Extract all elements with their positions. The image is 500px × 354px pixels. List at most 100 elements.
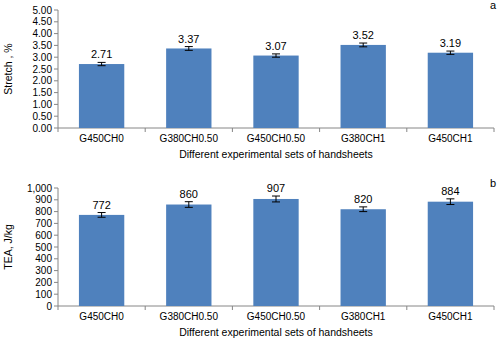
y-tick-label: 900 (35, 194, 52, 205)
y-tick-label: 400 (35, 253, 52, 264)
x-tick-label: G380CH1 (341, 311, 386, 322)
y-tick-label: 1,000 (27, 183, 52, 194)
x-tick (406, 306, 407, 310)
y-tick (54, 282, 58, 283)
error-bar (185, 202, 193, 208)
data-label: 2.71 (91, 48, 112, 60)
x-tick (319, 128, 320, 132)
bar (253, 199, 298, 306)
x-tick (494, 128, 495, 132)
error-bar (185, 47, 193, 51)
error-bar (446, 199, 454, 205)
bar (428, 202, 473, 306)
y-tick-label: 1.00 (33, 99, 53, 110)
y-tick (54, 104, 58, 105)
y-tick-label: 5.00 (33, 5, 53, 16)
x-axis-title: Different experimental sets of handsheet… (179, 326, 373, 338)
y-tick (54, 10, 58, 11)
x-tick-label: G380CH1 (341, 133, 386, 144)
panel-label: b (490, 177, 496, 189)
bar (428, 53, 473, 128)
data-label: 772 (92, 199, 110, 211)
x-tick-label: G450CH0.50 (247, 311, 306, 322)
x-tick (494, 306, 495, 310)
x-tick (406, 128, 407, 132)
y-tick (54, 211, 58, 212)
error-bar (98, 213, 106, 218)
y-tick (54, 92, 58, 93)
data-label: 860 (180, 188, 198, 200)
y-tick (54, 116, 58, 117)
x-tick (58, 128, 59, 132)
x-tick-label: G380CH0.50 (160, 311, 219, 322)
x-tick-label: G450CH1 (428, 133, 473, 144)
x-tick (145, 128, 146, 132)
y-axis-title: Stretch , % (2, 43, 14, 94)
y-tick-label: 3.00 (33, 52, 53, 63)
x-tick (319, 306, 320, 310)
data-label: 3.37 (178, 33, 199, 45)
bar (166, 205, 211, 306)
error-bar (272, 196, 280, 202)
y-tick (54, 270, 58, 271)
x-tick (58, 306, 59, 310)
y-tick (54, 69, 58, 70)
y-tick (54, 128, 58, 129)
y-tick-label: 2.00 (33, 75, 53, 86)
bar (341, 45, 386, 128)
y-tick (54, 188, 58, 189)
chart-panel: 01002003004005006007008009001,000772G450… (2, 177, 496, 338)
y-tick (54, 306, 58, 307)
panel-label: a (490, 0, 497, 11)
y-tick (54, 80, 58, 81)
chart-figure: 0.000.501.001.502.002.503.003.504.004.50… (0, 0, 500, 354)
bar (79, 64, 124, 128)
data-label: 3.52 (352, 29, 373, 41)
y-tick-label: 0.00 (33, 123, 53, 134)
y-tick-label: 0.50 (33, 111, 53, 122)
data-label: 3.19 (440, 37, 461, 49)
bar (341, 209, 386, 306)
y-tick-label: 500 (35, 242, 52, 253)
y-tick (54, 57, 58, 58)
y-tick-label: 1.50 (33, 87, 53, 98)
x-tick-label: G380CH0.50 (160, 133, 219, 144)
plot-marks (79, 43, 473, 128)
y-tick-label: 600 (35, 230, 52, 241)
y-tick-label: 0 (46, 301, 52, 312)
error-bar (446, 51, 454, 54)
y-tick-label: 3.50 (33, 40, 53, 51)
x-tick (232, 306, 233, 310)
y-tick (54, 247, 58, 248)
data-label: 907 (267, 182, 285, 194)
y-tick-label: 100 (35, 289, 52, 300)
y-tick (54, 294, 58, 295)
error-bar (359, 43, 367, 47)
y-tick (54, 258, 58, 259)
plot-marks (79, 196, 473, 306)
x-tick-label: G450CH0 (79, 133, 124, 144)
chart-panel: 0.000.501.001.502.002.503.003.504.004.50… (2, 0, 497, 160)
x-axis-title: Different experimental sets of handsheet… (179, 148, 373, 160)
y-tick-label: 800 (35, 206, 52, 217)
y-tick (54, 45, 58, 46)
x-tick-label: G450CH0.50 (247, 133, 306, 144)
y-tick (54, 199, 58, 200)
x-tick-label: G450CH1 (428, 311, 473, 322)
data-label: 820 (354, 193, 372, 205)
y-tick-label: 4.00 (33, 28, 53, 39)
y-tick-label: 2.50 (33, 64, 53, 75)
y-axis-title: TEA, J/kg (2, 224, 14, 270)
y-tick-label: 200 (35, 277, 52, 288)
error-bar (359, 207, 367, 212)
y-tick (54, 235, 58, 236)
bar (79, 215, 124, 306)
x-tick (145, 306, 146, 310)
y-tick-label: 4.50 (33, 16, 53, 27)
y-tick (54, 21, 58, 22)
bar (253, 56, 298, 128)
error-bar (272, 54, 280, 57)
y-tick-label: 300 (35, 265, 52, 276)
x-tick-label: G450CH0 (79, 311, 124, 322)
y-tick (54, 33, 58, 34)
